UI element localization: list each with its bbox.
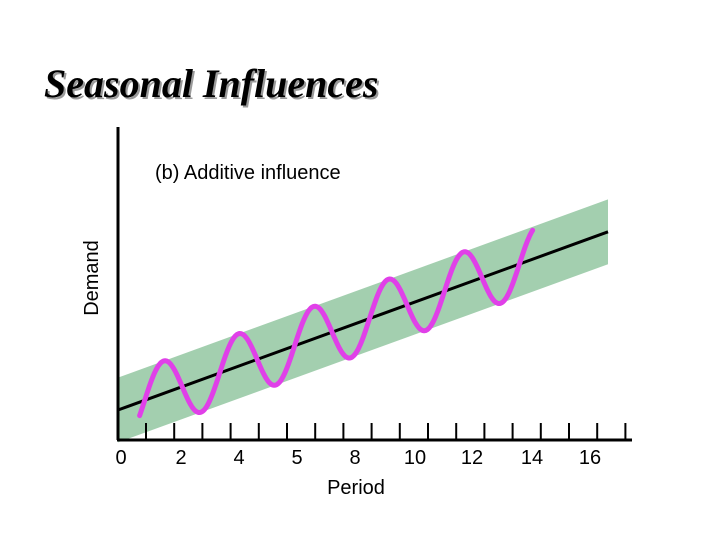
x-tick-label: 0 [115,447,126,469]
x-tick-label: 14 [521,447,543,469]
x-tick-label: 12 [461,447,483,469]
chart-subtitle: (b) Additive influence [155,162,341,184]
x-tick-label: 16 [579,447,601,469]
ticks-layer [145,423,627,440]
x-tick-label: 8 [349,447,360,469]
x-tick-label: 4 [233,447,244,469]
seasonal-curve [137,227,536,419]
trend-layer [117,230,609,412]
seasonal-layer [137,227,536,419]
slide-title: Seasonal Influences [44,61,379,106]
labels-layer: 0 2 4 5 8 10 12 14 16 Period Demand (b) Additive in… [81,162,601,499]
y-axis-label: Demand [81,240,103,316]
x-tick-label: 2 [175,447,186,469]
x-tick-label: 10 [404,447,426,469]
x-axis-label: Period [327,477,385,499]
trend-line [117,230,609,412]
x-tick-label: 5 [291,447,302,469]
